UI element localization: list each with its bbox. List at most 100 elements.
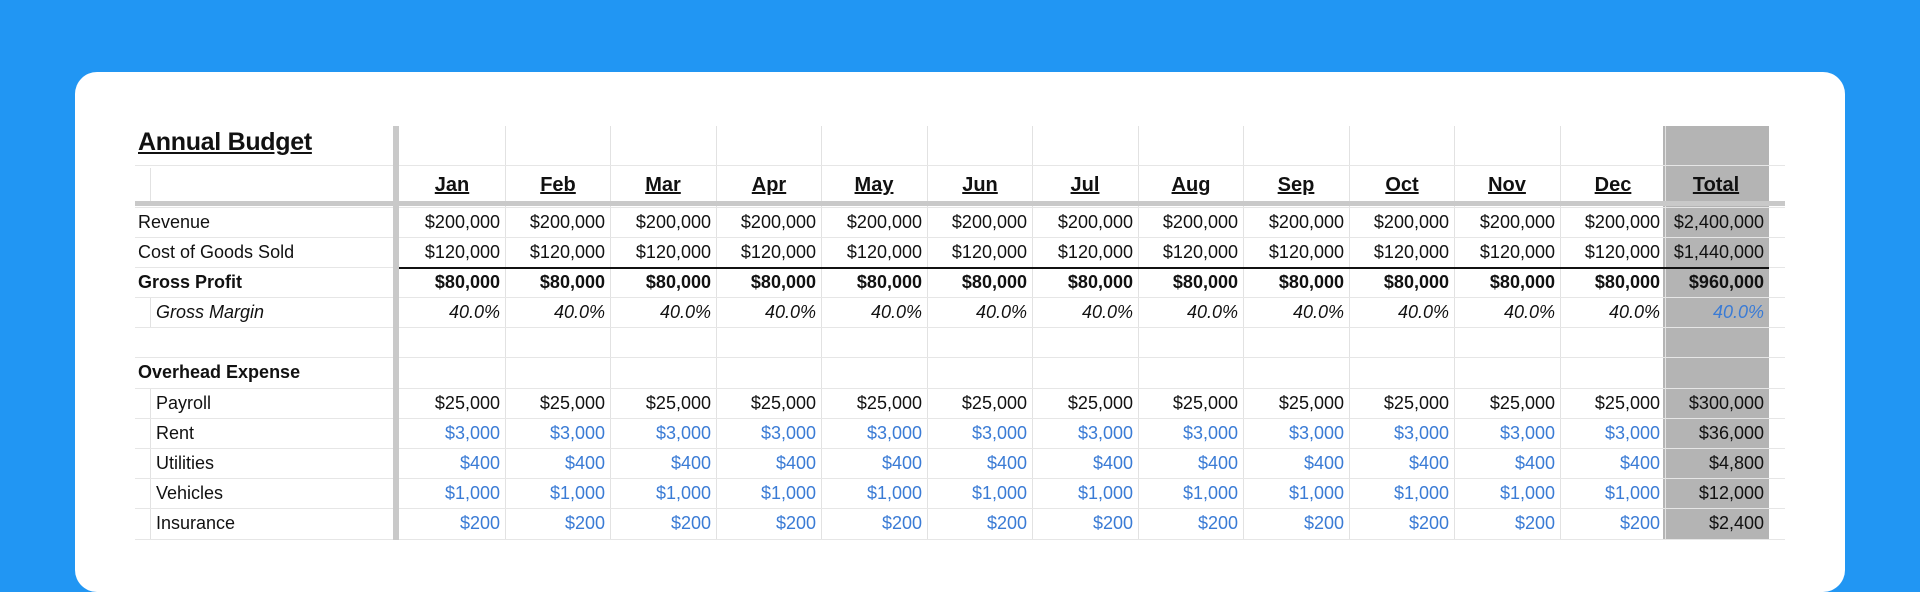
column-header-may[interactable]: May [854,174,894,196]
table-cell[interactable]: $120,000 [1373,242,1449,262]
table-cell[interactable]: $400 [459,453,500,473]
column-header-apr[interactable]: Apr [751,174,787,196]
table-cell[interactable]: $1,000 [1393,483,1449,503]
table-cell[interactable]: $400 [1619,453,1660,473]
table-cell[interactable]: $120,000 [1584,242,1660,262]
table-cell[interactable]: $200,000 [846,212,922,232]
table-cell[interactable]: $3,000 [866,423,922,443]
total-cell[interactable]: $12,000 [1698,483,1764,503]
table-cell[interactable]: $1,000 [1077,483,1133,503]
table-cell[interactable]: $120,000 [1162,242,1238,262]
table-cell[interactable]: 40.0% [448,302,500,322]
table-cell[interactable]: $80,000 [961,272,1027,292]
row-label[interactable]: Gross Margin [156,302,265,322]
table-cell[interactable]: $1,000 [1499,483,1555,503]
table-cell[interactable]: $120,000 [424,242,500,262]
table-cell[interactable]: $200,000 [740,212,816,232]
column-header-sep[interactable]: Sep [1277,174,1315,196]
column-header-total[interactable]: Total [1692,174,1740,196]
table-cell[interactable]: 40.0% [1608,302,1660,322]
table-cell[interactable]: $200 [1408,513,1449,533]
table-cell[interactable]: $25,000 [1278,393,1344,413]
table-cell[interactable]: $80,000 [750,272,816,292]
table-cell[interactable]: $120,000 [846,242,922,262]
table-cell[interactable]: $200,000 [1057,212,1133,232]
table-cell[interactable]: $200 [459,513,500,533]
table-cell[interactable]: $25,000 [1172,393,1238,413]
table-cell[interactable]: $200 [1514,513,1555,533]
table-cell[interactable]: $200 [1619,513,1660,533]
table-cell[interactable]: 40.0% [764,302,816,322]
table-cell[interactable]: $25,000 [645,393,711,413]
table-cell[interactable]: $1,000 [1182,483,1238,503]
table-cell[interactable]: $3,000 [549,423,605,443]
table-cell[interactable]: $25,000 [539,393,605,413]
row-label[interactable]: Vehicles [156,483,224,503]
table-cell[interactable]: $400 [564,453,605,473]
table-cell[interactable]: $200,000 [424,212,500,232]
table-cell[interactable]: $200,000 [1268,212,1344,232]
table-cell[interactable]: $1,000 [1604,483,1660,503]
row-label[interactable]: Revenue [138,212,211,232]
column-header-jan[interactable]: Jan [434,174,470,196]
table-cell[interactable]: 40.0% [659,302,711,322]
column-header-nov[interactable]: Nov [1488,174,1526,196]
row-label[interactable]: Payroll [156,393,212,413]
row-label[interactable]: Insurance [156,513,236,533]
table-cell[interactable]: $400 [1092,453,1133,473]
table-cell[interactable]: $3,000 [1499,423,1555,443]
table-cell[interactable]: $1,000 [971,483,1027,503]
table-cell[interactable]: $25,000 [1489,393,1555,413]
row-label[interactable]: Utilities [156,453,215,473]
table-cell[interactable]: $3,000 [1393,423,1449,443]
table-cell[interactable]: $3,000 [444,423,500,443]
table-cell[interactable]: $120,000 [1479,242,1555,262]
row-label[interactable]: Rent [156,423,195,443]
table-cell[interactable]: $200 [1197,513,1238,533]
table-cell[interactable]: 40.0% [975,302,1027,322]
table-cell[interactable]: $400 [986,453,1027,473]
table-cell[interactable]: $200 [670,513,711,533]
table-cell[interactable]: $3,000 [655,423,711,443]
table-cell[interactable]: $120,000 [951,242,1027,262]
table-cell[interactable]: $200 [986,513,1027,533]
table-cell[interactable]: $25,000 [1067,393,1133,413]
table-cell[interactable]: $80,000 [1278,272,1344,292]
table-cell[interactable]: $120,000 [740,242,816,262]
table-cell[interactable]: 40.0% [553,302,605,322]
table-cell[interactable]: $3,000 [760,423,816,443]
table-cell[interactable]: $400 [670,453,711,473]
table-cell[interactable]: $400 [1197,453,1238,473]
table-cell[interactable]: $80,000 [1067,272,1133,292]
table-cell[interactable]: $200 [564,513,605,533]
table-cell[interactable]: $1,000 [444,483,500,503]
column-header-dec[interactable]: Dec [1594,174,1632,196]
table-cell[interactable]: $200,000 [1479,212,1555,232]
table-cell[interactable]: $25,000 [961,393,1027,413]
table-cell[interactable]: $200,000 [1162,212,1238,232]
total-cell[interactable]: $2,400,000 [1673,212,1764,232]
table-cell[interactable]: $200 [1092,513,1133,533]
table-cell[interactable]: $25,000 [1383,393,1449,413]
total-cell[interactable]: $1,440,000 [1673,242,1764,262]
table-cell[interactable]: $200 [881,513,922,533]
column-header-mar[interactable]: Mar [645,174,681,196]
total-cell[interactable]: $4,800 [1708,453,1764,473]
table-cell[interactable]: $1,000 [549,483,605,503]
table-cell[interactable]: $400 [775,453,816,473]
table-cell[interactable]: $200,000 [529,212,605,232]
column-header-jun[interactable]: Jun [962,174,998,196]
total-cell[interactable]: $36,000 [1698,423,1764,443]
table-cell[interactable]: $25,000 [1594,393,1660,413]
total-cell[interactable]: $300,000 [1688,393,1764,413]
row-label[interactable]: Cost of Goods Sold [138,242,295,262]
total-cell[interactable]: $2,400 [1708,513,1764,533]
table-cell[interactable]: $3,000 [971,423,1027,443]
column-header-jul[interactable]: Jul [1070,174,1100,196]
total-cell[interactable]: $960,000 [1688,272,1764,292]
table-cell[interactable]: $80,000 [539,272,605,292]
table-cell[interactable]: $80,000 [1383,272,1449,292]
table-cell[interactable]: $120,000 [635,242,711,262]
table-cell[interactable]: $200,000 [635,212,711,232]
table-cell[interactable]: $1,000 [760,483,816,503]
